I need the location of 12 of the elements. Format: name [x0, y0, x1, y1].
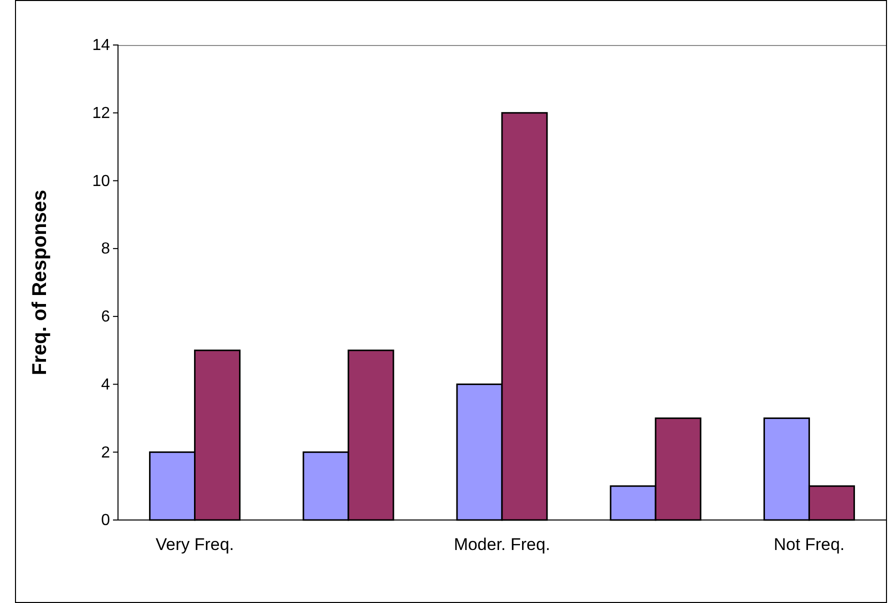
y-tick-label: 8	[101, 240, 110, 258]
y-axis-title: Freq. of Responses	[29, 190, 51, 376]
x-tick-label: Not Freq.	[774, 535, 845, 554]
y-tick-label: 10	[92, 172, 110, 190]
x-tick-label: Moder. Freq.	[454, 535, 550, 554]
y-tick-label: 0	[101, 512, 110, 530]
y-tick-label: 4	[101, 376, 110, 394]
y-tick-label: 12	[92, 104, 110, 122]
x-tick-label: Very Freq.	[156, 535, 234, 554]
y-tick-label: 2	[101, 444, 110, 462]
y-tick-label: 6	[101, 308, 110, 326]
y-tick-label: 14	[92, 37, 110, 54]
